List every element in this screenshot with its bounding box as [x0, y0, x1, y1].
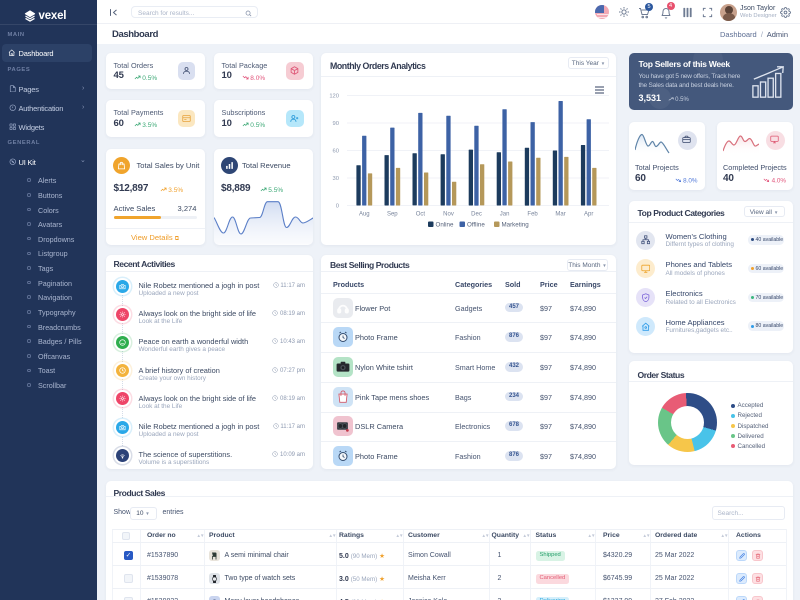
svg-text:Jan: Jan [500, 211, 510, 217]
svg-text:Nov: Nov [443, 211, 454, 217]
svg-text:Offline: Offline [467, 221, 485, 228]
svg-text:Sep: Sep [387, 211, 398, 217]
svg-text:Feb: Feb [527, 211, 538, 217]
svg-text:Online: Online [436, 221, 454, 228]
svg-text:90: 90 [333, 121, 339, 127]
svg-text:120: 120 [329, 93, 339, 99]
svg-text:Dec: Dec [471, 211, 482, 217]
svg-text:Aug: Aug [359, 211, 370, 217]
svg-text:Marketing: Marketing [502, 221, 530, 228]
svg-text:60: 60 [333, 148, 339, 154]
svg-text:0: 0 [336, 203, 339, 209]
svg-text:Oct: Oct [416, 211, 426, 217]
svg-text:30: 30 [333, 176, 339, 182]
svg-text:Apr: Apr [584, 211, 593, 217]
svg-text:Mar: Mar [555, 211, 565, 217]
